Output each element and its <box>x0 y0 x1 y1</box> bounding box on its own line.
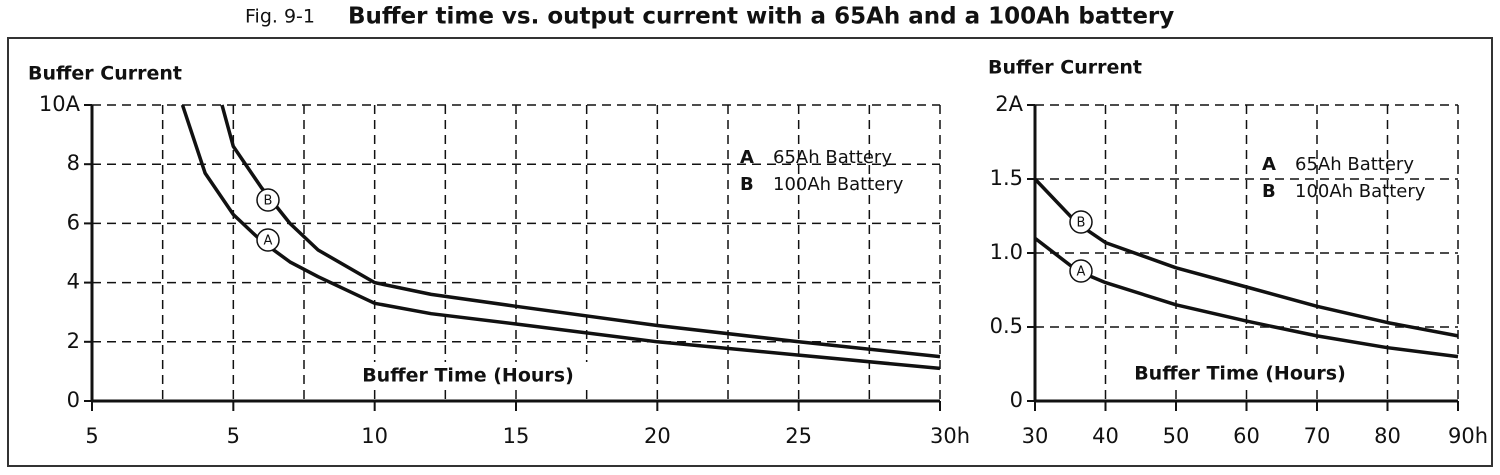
figure-title: Buffer time vs. output current with a 65… <box>348 4 1174 30</box>
y-tick-label: 10A <box>39 92 81 116</box>
series-line <box>180 104 941 371</box>
y-tick-label: 6 <box>67 210 80 234</box>
legend-key: B <box>740 174 754 195</box>
x-tick-label: 5 <box>85 424 98 448</box>
x-tick-label: 50 <box>1163 424 1190 448</box>
frame <box>7 37 1493 467</box>
x-tick-label: 40 <box>1092 424 1119 448</box>
legend-key: A <box>1262 154 1276 175</box>
x-axis-title-bg <box>343 362 593 390</box>
x-axis-title: Buffer Time (Hours) <box>1134 363 1346 385</box>
curve-label-circle <box>256 188 280 212</box>
y-axis-title: Buffer Current <box>988 57 1142 79</box>
legend-key: A <box>740 147 754 168</box>
y-tick-label: 2A <box>995 92 1023 116</box>
figure-number: Fig. 9-1 <box>245 6 315 28</box>
x-tick-label: 80 <box>1374 424 1401 448</box>
x-tick-label: 30h <box>930 424 970 448</box>
y-tick-label: 1.5 <box>990 166 1023 190</box>
x-tick-label: 70 <box>1304 424 1331 448</box>
legend-label: 100Ah Battery <box>773 174 904 195</box>
curve-label-circle <box>256 228 280 252</box>
y-tick-label: 1.0 <box>990 240 1023 264</box>
x-tick-label: 10 <box>361 424 388 448</box>
x-axis-title: Buffer Time (Hours) <box>362 365 574 387</box>
y-tick-label: 8 <box>67 151 80 175</box>
legend-key: B <box>1262 181 1276 202</box>
x-tick-label: 60 <box>1233 424 1260 448</box>
legend-label: 65Ah Battery <box>1295 154 1414 175</box>
series-line <box>220 104 941 359</box>
y-tick-label: 2 <box>67 329 80 353</box>
y-tick-label: 0 <box>67 388 80 412</box>
curve-label: A <box>1077 265 1086 280</box>
y-axis-title: Buffer Current <box>28 63 182 85</box>
curve-label: A <box>264 234 273 249</box>
x-tick-label: 15 <box>503 424 530 448</box>
y-tick-label: 0 <box>1010 388 1023 412</box>
legend-label: 100Ah Battery <box>1295 181 1426 202</box>
x-tick-label: 25 <box>785 424 812 448</box>
x-tick-label: 90h <box>1448 424 1488 448</box>
curve-label-circle <box>1069 210 1093 234</box>
x-axis-title-bg <box>1115 360 1365 388</box>
x-tick-label: 30 <box>1022 424 1049 448</box>
x-tick-label: 20 <box>644 424 671 448</box>
y-tick-label: 0.5 <box>990 314 1023 338</box>
y-tick-label: 4 <box>67 270 80 294</box>
curve-label-circle <box>1069 259 1093 283</box>
legend-label: 65Ah Battery <box>773 147 892 168</box>
curve-label: B <box>1077 216 1086 231</box>
x-tick-label: 5 <box>227 424 240 448</box>
curve-label: B <box>264 194 273 209</box>
